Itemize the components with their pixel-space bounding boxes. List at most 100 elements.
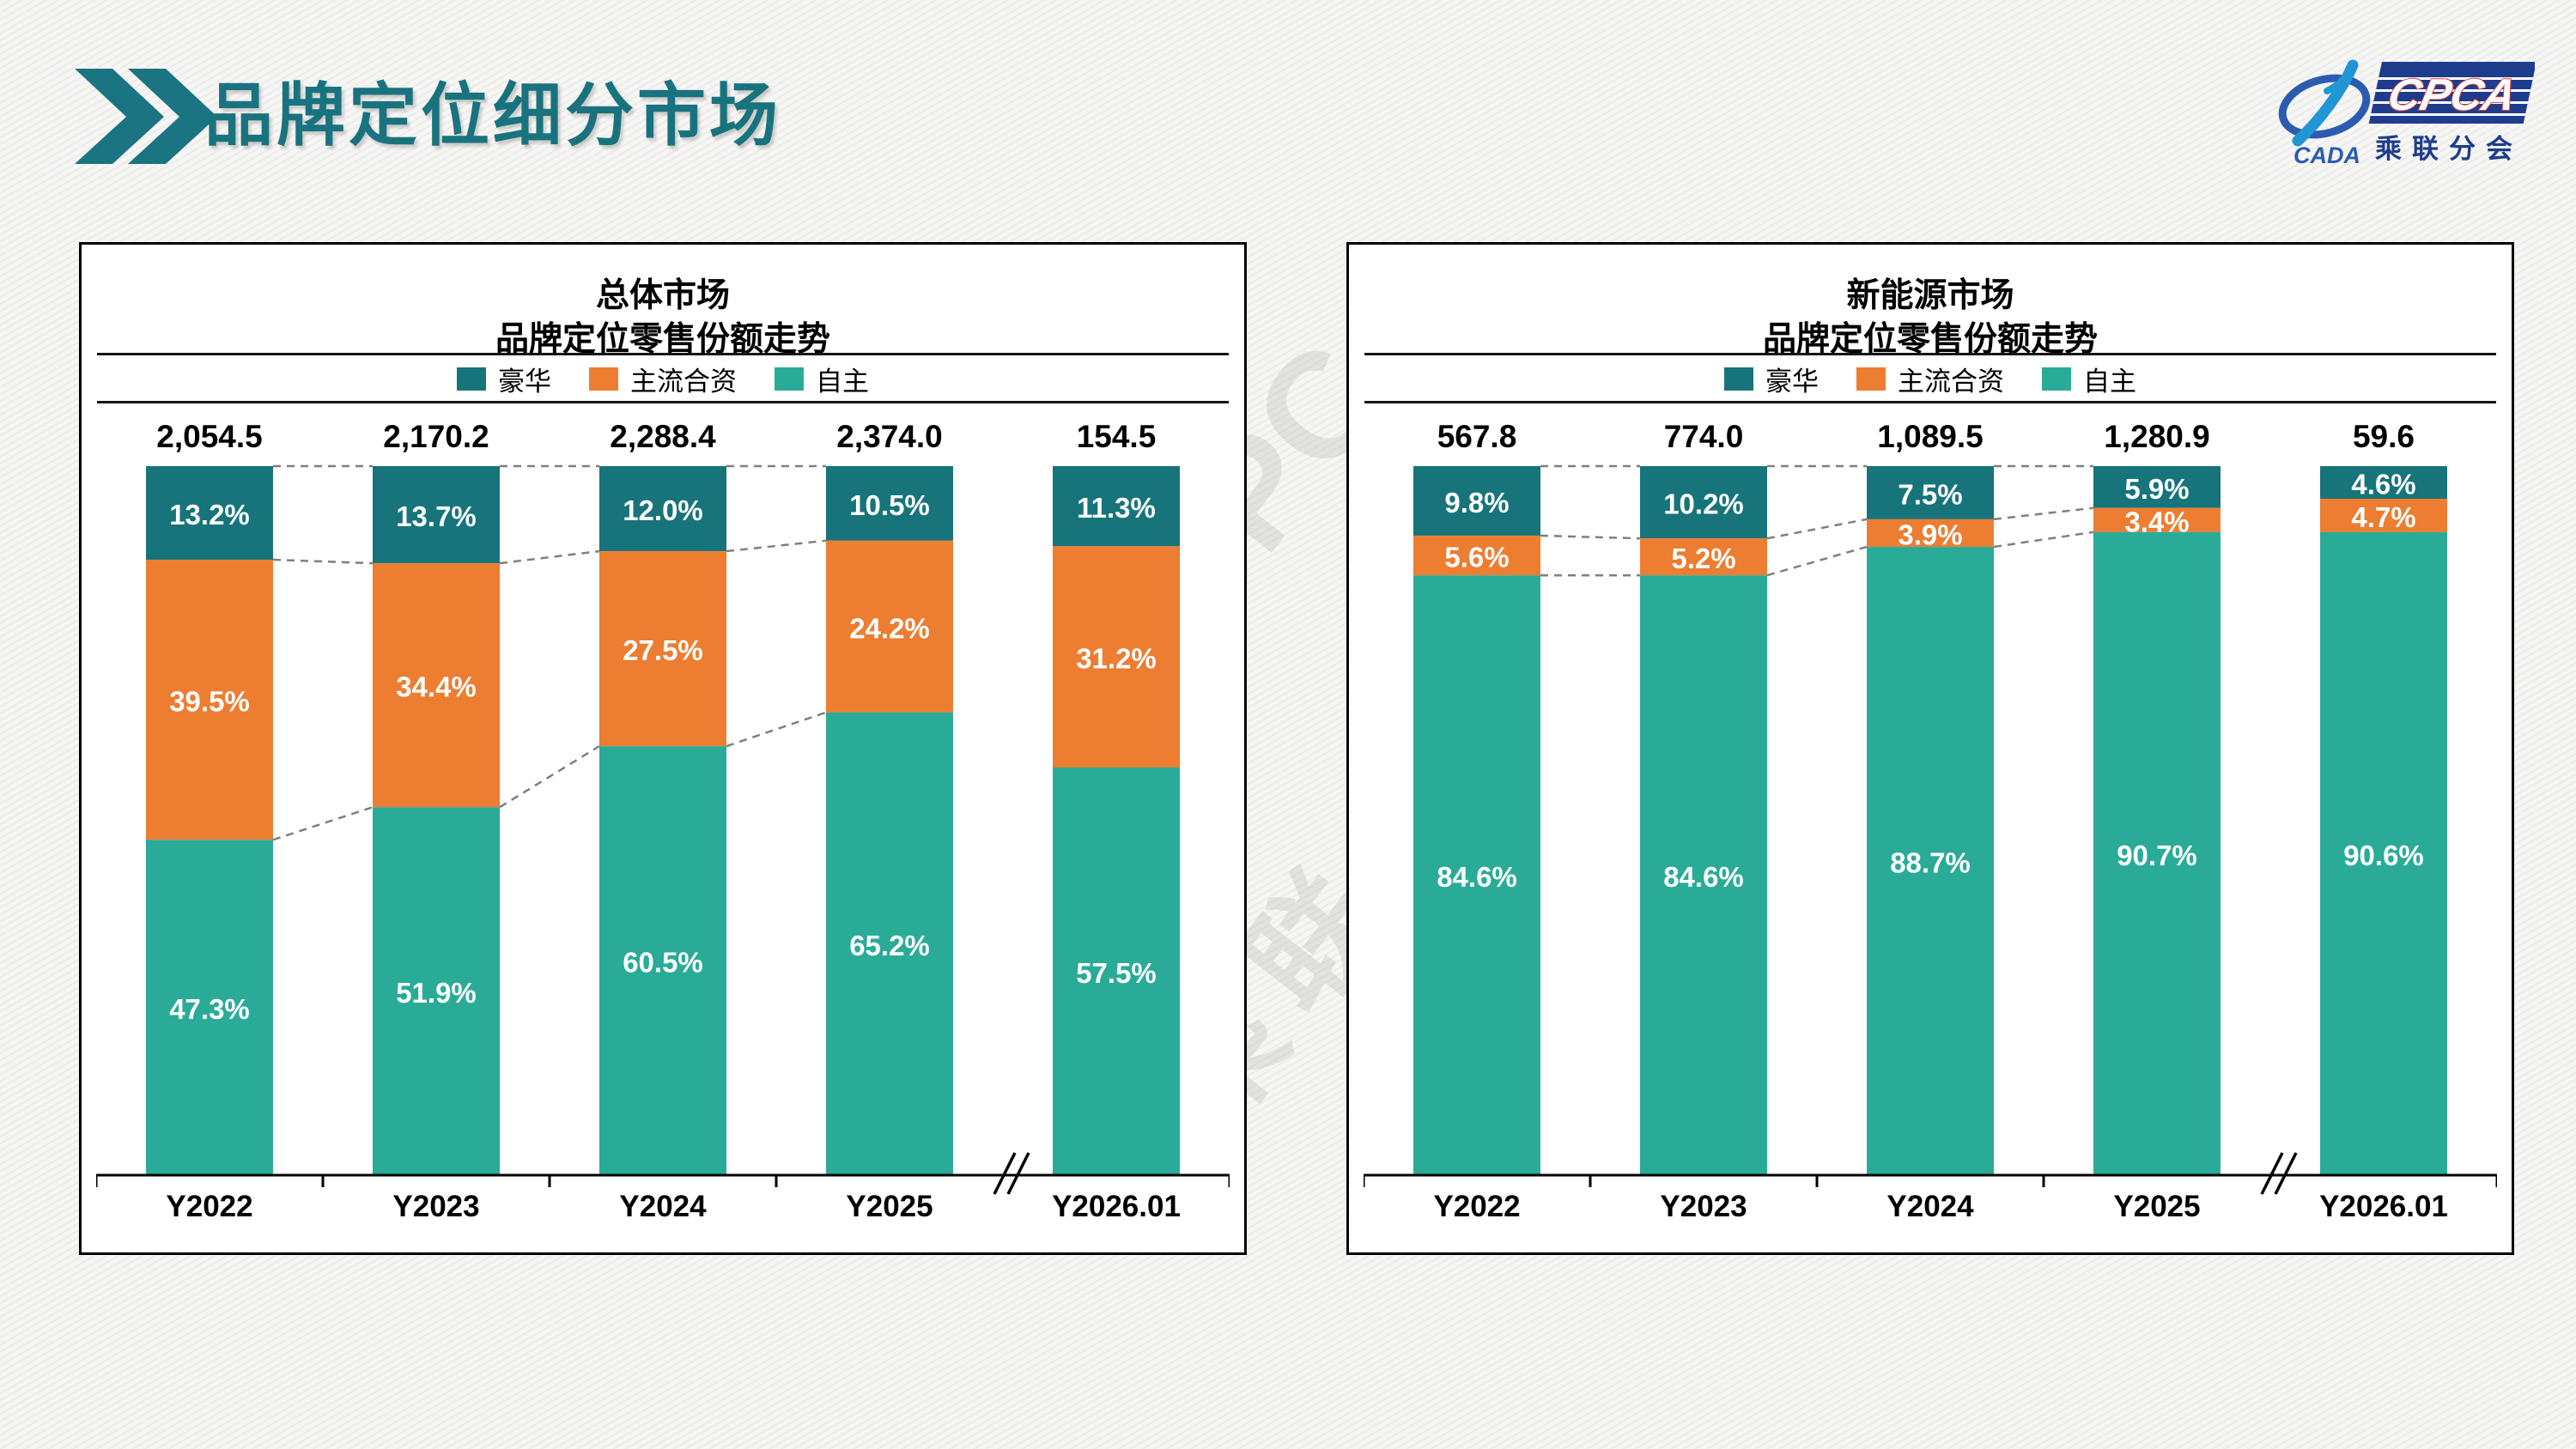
category-label: Y2022 — [1433, 1190, 1520, 1223]
total-label: 2,054.5 — [156, 419, 262, 454]
percent-label: 13.2% — [169, 499, 250, 530]
connector-line — [272, 558, 374, 565]
bar-segment — [1640, 466, 1767, 539]
footer: 秘书处 地址：上海市武宁路423号18号楼1103室 电话：021-526809… — [0, 1372, 2576, 1449]
percent-label: 9.8% — [1444, 487, 1509, 518]
percent-label: 4.6% — [2351, 469, 2415, 500]
legend-swatch — [457, 367, 486, 391]
legend-swatch — [589, 367, 618, 391]
percent-label: 60.5% — [623, 947, 703, 979]
percent-label: 84.6% — [1437, 861, 1517, 893]
chart-title-line1: 总体市场 — [595, 277, 730, 314]
percent-label: 88.7% — [1890, 847, 1971, 879]
stacked-bar-plot: 2,054.5 13.2% 39.5% 47.3% Y2022 2,170.2 13.7% 3… — [96, 419, 1230, 1223]
percent-label: 31.2% — [1076, 643, 1157, 675]
bar-segment — [146, 466, 273, 561]
legend-label: 自主 — [2083, 366, 2136, 397]
bar-segment — [2320, 499, 2447, 532]
divider-line — [97, 353, 1229, 355]
connector-line — [1540, 534, 1641, 540]
divider-line — [97, 401, 1229, 403]
legend-item: 主流合资 — [589, 360, 737, 398]
axis-break-icon — [2260, 1152, 2284, 1195]
bar-segment — [599, 746, 726, 1175]
bar-segment — [146, 560, 273, 840]
legend-item: 自主 — [775, 360, 869, 398]
legend-swatch — [1724, 367, 1753, 391]
legend-item: 豪华 — [1724, 360, 1819, 398]
cada-logo-icon: CADA — [2278, 59, 2371, 168]
percent-label: 90.6% — [2343, 840, 2424, 871]
category-label: Y2023 — [1660, 1190, 1747, 1223]
bar-segment — [373, 807, 500, 1175]
percent-label: 5.9% — [2124, 473, 2189, 505]
bar-segment — [2093, 531, 2221, 1175]
chart-title: 新能源市场 品牌定位零售份额走势 — [1349, 274, 2512, 362]
legend-swatch — [1856, 367, 1886, 391]
percent-label: 39.5% — [169, 686, 250, 718]
percent-label: 4.7% — [2351, 501, 2415, 533]
total-label: 2,374.0 — [836, 419, 942, 454]
legend-label: 主流合资 — [1898, 366, 2004, 397]
bar-segment — [1867, 518, 1994, 548]
category-label: Y2026.01 — [1052, 1190, 1181, 1223]
connector-line — [272, 806, 374, 841]
bar-segment — [1867, 466, 1994, 519]
percent-label: 90.7% — [2117, 840, 2197, 871]
percent-label: 51.9% — [396, 977, 477, 1009]
percent-label: 24.2% — [849, 612, 930, 644]
category-label: Y2023 — [392, 1190, 479, 1223]
total-label: 774.0 — [1664, 419, 1744, 454]
connector-line — [1766, 518, 1868, 540]
legend-swatch — [775, 367, 804, 391]
percent-label: 34.4% — [396, 671, 477, 703]
chart-panel-overall-market: 总体市场 品牌定位零售份额走势 豪华 主流合资 自主 2,054.5 13.2% 39.… — [79, 242, 1247, 1255]
bar-segment — [1640, 538, 1767, 576]
percent-label: 10.5% — [849, 489, 930, 521]
total-label: 154.5 — [1077, 419, 1157, 454]
percent-label: 47.3% — [169, 993, 250, 1025]
axis-break-icon — [1006, 1152, 1030, 1195]
legend-label: 自主 — [816, 366, 869, 397]
total-label: 2,170.2 — [383, 419, 489, 454]
percent-label: 7.5% — [1898, 478, 1962, 510]
double-chevron-icon — [73, 67, 219, 166]
percent-label: 84.6% — [1663, 861, 1744, 893]
chart-legend: 豪华 主流合资 自主 — [82, 358, 1244, 399]
percent-label: 11.3% — [1077, 492, 1156, 524]
chart-title-line2: 品牌定位零售份额走势 — [1762, 321, 2098, 359]
bar-segment — [1413, 575, 1540, 1175]
total-label: 567.8 — [1437, 419, 1517, 454]
connector-line — [499, 549, 600, 565]
percent-label: 57.5% — [1076, 957, 1157, 989]
bar-segment — [599, 466, 726, 552]
percent-label: 5.6% — [1444, 542, 1509, 573]
percent-label: 12.0% — [623, 494, 703, 526]
bar-segment — [1053, 466, 1180, 547]
percent-label: 65.2% — [849, 930, 930, 961]
percent-label: 27.5% — [623, 634, 703, 666]
legend-label: 豪华 — [1765, 366, 1819, 397]
bar-segment — [1413, 535, 1540, 576]
header: 品牌定位细分市场 CADA CPCA — [0, 0, 2576, 197]
connector-line — [726, 539, 827, 553]
connector-line — [1766, 545, 1868, 577]
bar-segment — [146, 840, 273, 1175]
bar-segment — [826, 540, 953, 712]
legend-label: 豪华 — [498, 366, 551, 397]
cpca-logo-text: CPCA — [2384, 70, 2521, 120]
percent-label: 5.2% — [1671, 543, 1735, 574]
connector-line — [1993, 506, 2094, 521]
cpca-logo-box: CPCA 乘联分会 — [2368, 62, 2537, 164]
cada-logo-text: CADA — [2293, 142, 2360, 168]
percent-label: 13.7% — [396, 500, 477, 532]
bar-segment — [826, 466, 953, 541]
chart-title-line2: 品牌定位零售份额走势 — [495, 321, 830, 359]
legend-item: 自主 — [2042, 360, 2136, 398]
bar-segment — [2093, 466, 2221, 508]
percent-label: 3.9% — [1898, 518, 1962, 550]
category-label: Y2022 — [166, 1190, 252, 1223]
bar-segment — [2093, 507, 2221, 532]
bar-segment — [599, 551, 726, 747]
